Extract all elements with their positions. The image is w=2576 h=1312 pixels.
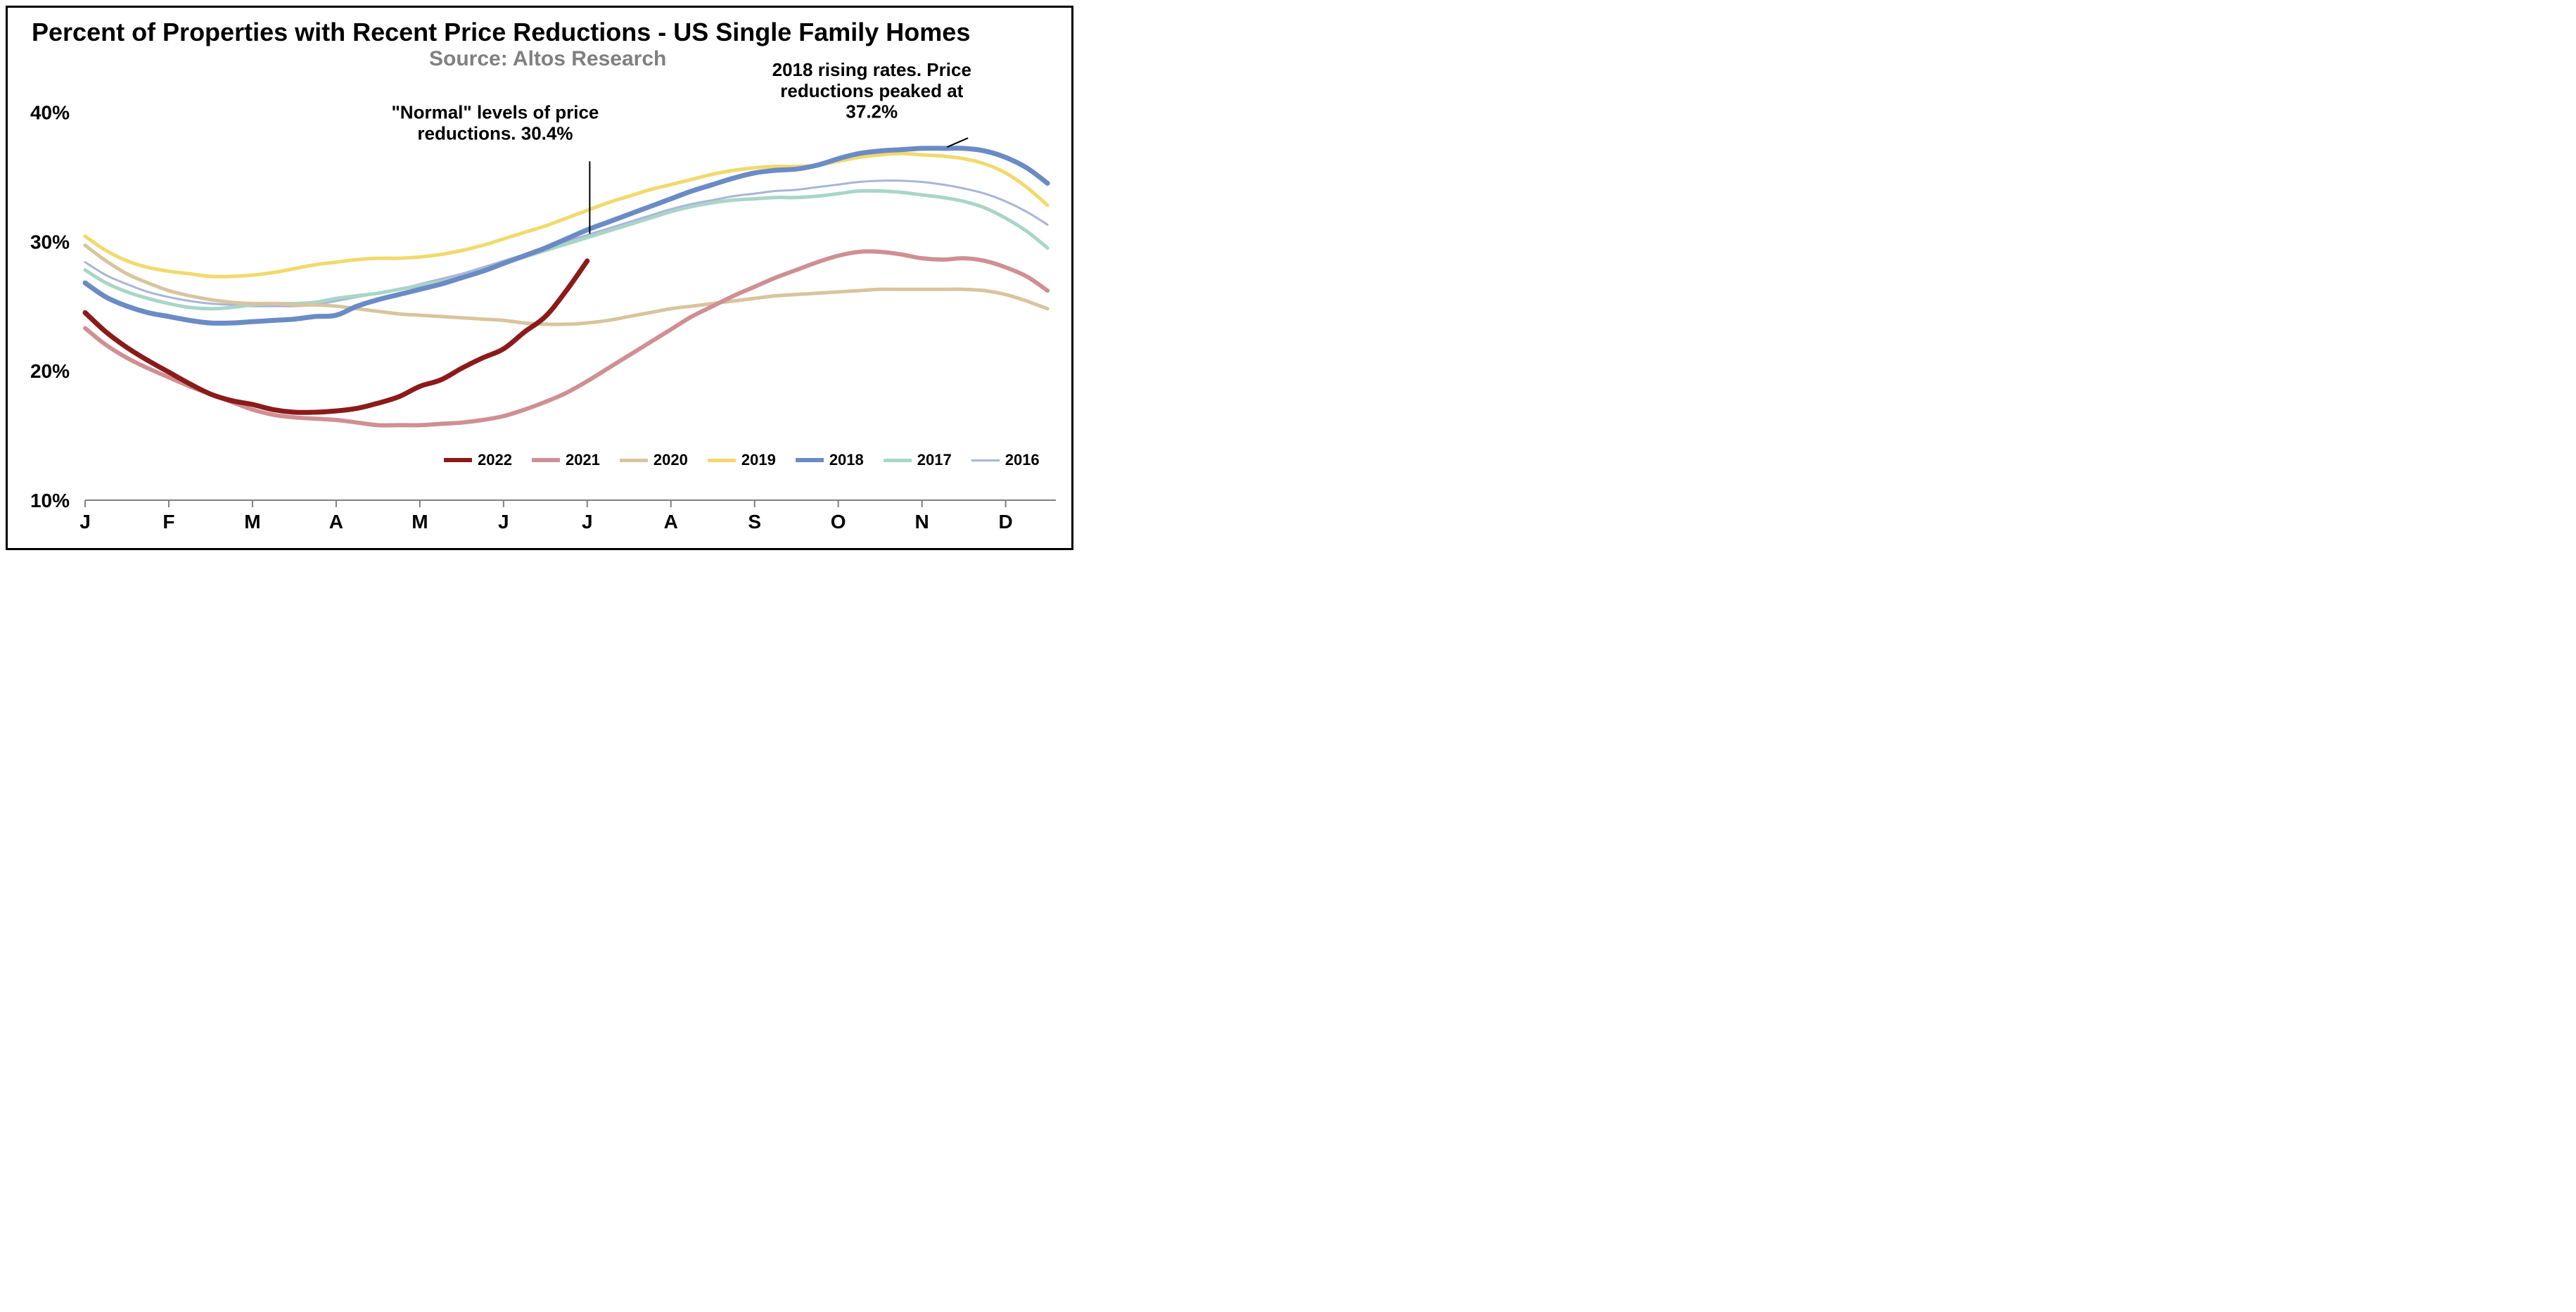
legend-label-2017: 2017 bbox=[917, 451, 952, 469]
series-2020 bbox=[85, 246, 1047, 324]
legend-item-2016: 2016 bbox=[971, 451, 1040, 469]
x-tick-label: O bbox=[831, 511, 846, 533]
legend-label-2021: 2021 bbox=[566, 451, 600, 469]
x-tick-label: S bbox=[748, 511, 761, 533]
legend-swatch-2019 bbox=[708, 459, 736, 462]
series-2018 bbox=[85, 148, 1047, 324]
annotation-text-peak2018: reductions peaked at bbox=[780, 80, 963, 101]
y-tick-label: 30% bbox=[30, 231, 70, 253]
legend-label-2016: 2016 bbox=[1005, 451, 1040, 469]
x-tick-label: M bbox=[244, 511, 260, 533]
legend: 2022 2021 2020 2019 2018 2017 2016 bbox=[444, 451, 1040, 469]
legend-swatch-2022 bbox=[444, 458, 472, 462]
legend-label-2022: 2022 bbox=[478, 451, 512, 469]
legend-swatch-2021 bbox=[532, 458, 560, 462]
y-tick-label: 40% bbox=[30, 101, 70, 123]
series-2019 bbox=[85, 153, 1047, 276]
legend-swatch-2017 bbox=[884, 459, 912, 462]
legend-item-2020: 2020 bbox=[620, 451, 688, 469]
x-tick-label: J bbox=[498, 511, 509, 533]
legend-item-2021: 2021 bbox=[532, 451, 600, 469]
y-tick-label: 10% bbox=[30, 490, 70, 511]
chart-title: Percent of Properties with Recent Price … bbox=[32, 18, 970, 47]
series-2022 bbox=[85, 261, 587, 413]
annotation-text-peak2018: 2018 rising rates. Price bbox=[772, 59, 971, 80]
chart-frame: Percent of Properties with Recent Price … bbox=[6, 6, 1073, 550]
annotation-pointer-peak2018 bbox=[947, 138, 968, 147]
legend-item-2019: 2019 bbox=[708, 451, 776, 469]
legend-item-2017: 2017 bbox=[884, 451, 952, 469]
legend-label-2020: 2020 bbox=[653, 451, 688, 469]
x-tick-label: A bbox=[329, 511, 343, 533]
x-tick-label: J bbox=[582, 511, 593, 533]
legend-swatch-2020 bbox=[620, 459, 648, 462]
x-tick-label: J bbox=[79, 511, 91, 533]
chart-subtitle: Source: Altos Research bbox=[429, 47, 666, 71]
x-tick-label: N bbox=[915, 511, 929, 533]
y-tick-label: 20% bbox=[30, 360, 70, 382]
legend-item-2018: 2018 bbox=[796, 451, 864, 469]
legend-swatch-2018 bbox=[796, 458, 824, 462]
legend-swatch-2016 bbox=[971, 459, 1000, 461]
annotation-text-normal: reductions. 30.4% bbox=[417, 122, 573, 144]
legend-label-2018: 2018 bbox=[829, 451, 864, 469]
legend-item-2022: 2022 bbox=[444, 451, 512, 469]
legend-label-2019: 2019 bbox=[741, 451, 776, 469]
x-tick-label: D bbox=[999, 511, 1013, 533]
x-tick-label: M bbox=[412, 511, 428, 533]
annotation-text-peak2018: 37.2% bbox=[846, 101, 898, 122]
chart-plot: 10% 20% 30% 40% J F M A M J J A S O N D "Normal" levels … bbox=[8, 8, 1076, 552]
x-tick-label: F bbox=[162, 511, 174, 533]
annotation-text-normal: "Normal" levels of price bbox=[391, 102, 599, 123]
x-tick-label: A bbox=[664, 511, 678, 533]
